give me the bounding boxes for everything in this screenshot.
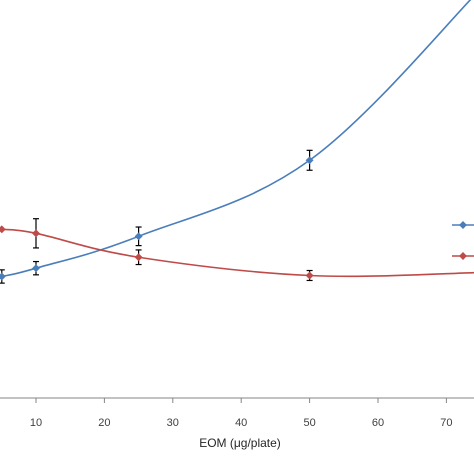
x-tick-label: 10 xyxy=(30,417,42,429)
data-point xyxy=(32,229,40,238)
legend-marker xyxy=(459,252,467,260)
data-point xyxy=(0,272,6,281)
x-tick-label: 30 xyxy=(167,417,179,429)
series-line xyxy=(1,228,474,278)
legend-entry-2 xyxy=(452,252,474,260)
x-tick-label: 60 xyxy=(372,417,384,429)
data-point xyxy=(134,232,143,241)
x-axis-title: EOM (μg/plate) xyxy=(199,436,281,450)
data-point xyxy=(32,264,40,273)
x-tick-label: 20 xyxy=(98,417,110,429)
series-1 xyxy=(0,0,472,284)
series-layer xyxy=(0,0,474,284)
x-axis-tick-labels: 10 20 30 40 50 60 70 xyxy=(30,417,453,429)
legend-entry-1 xyxy=(452,221,474,229)
data-point xyxy=(0,225,6,234)
legend xyxy=(452,221,474,260)
x-tick-label: 70 xyxy=(440,417,452,429)
data-point xyxy=(134,253,143,262)
series-2 xyxy=(0,218,474,282)
x-axis-ticks xyxy=(35,398,447,403)
x-tick-label: 40 xyxy=(235,417,247,429)
x-tick-label: 50 xyxy=(303,417,315,429)
legend-marker xyxy=(459,221,467,229)
data-point xyxy=(305,271,314,280)
series-line xyxy=(1,0,472,278)
